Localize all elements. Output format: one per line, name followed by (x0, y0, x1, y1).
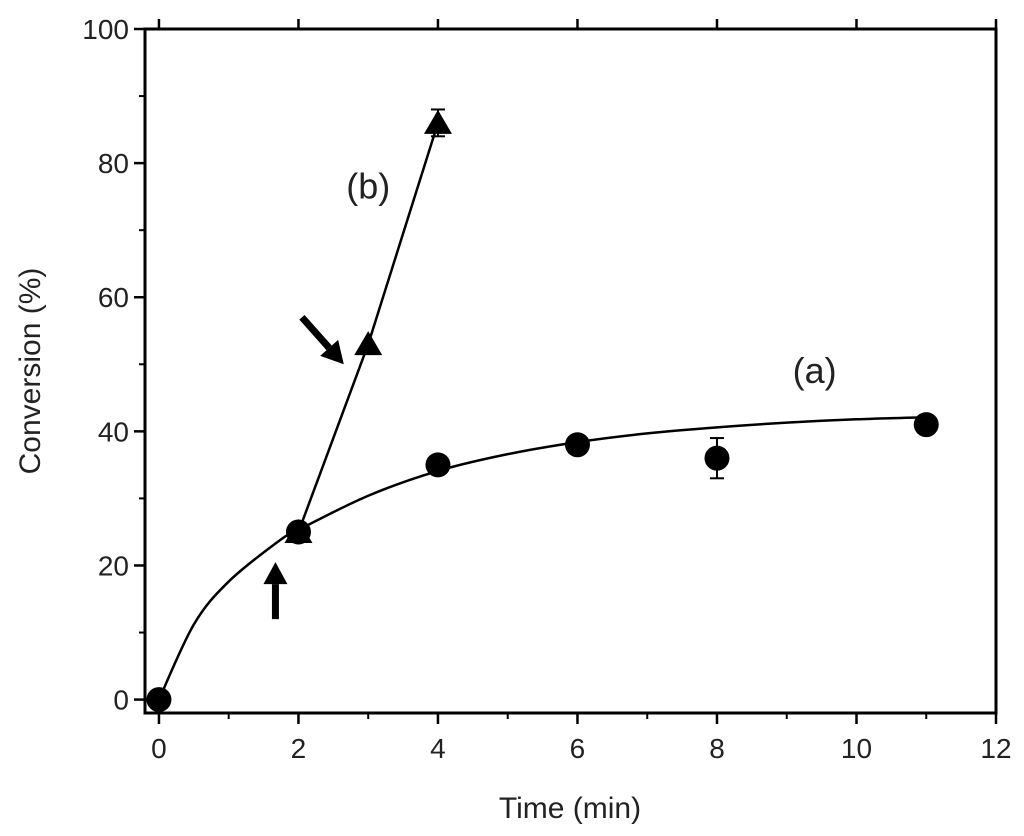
tick-labels: 0 2 4 6 8 10 12 0 20 40 60 80 100 (82, 14, 1011, 764)
circle-marker-a (704, 445, 730, 471)
triangle-marker-b (284, 518, 313, 543)
up-arrow-head (263, 562, 288, 585)
x-tick-label: 2 (291, 733, 307, 764)
down-right-arrow-head (320, 339, 344, 365)
circle-marker-a (913, 412, 939, 438)
down-right-arrow-shaft (299, 315, 332, 351)
y-tick-label: 100 (82, 14, 129, 45)
x-tick-label: 6 (570, 733, 586, 764)
x-tick-label: 12 (980, 733, 1011, 764)
x-axis-title: Time (min) (499, 792, 641, 825)
circle-marker-a (564, 432, 590, 458)
error-bars (430, 108, 724, 480)
circle-marker-a (425, 452, 451, 478)
axis-ticks (134, 19, 998, 724)
plot-frame (143, 27, 998, 715)
y-tick-label: 60 (98, 282, 129, 313)
y-tick-label: 20 (98, 550, 129, 581)
fit-curve-a (157, 416, 927, 701)
x-tick-label: 4 (430, 733, 446, 764)
circle-marker-a (146, 687, 172, 713)
y-tick-label: 80 (98, 148, 129, 179)
x-tick-label: 10 (841, 733, 872, 764)
label-b: (b) (346, 166, 390, 207)
annotation-arrows (263, 315, 344, 620)
data-markers (146, 109, 939, 713)
triangle-marker-b (354, 331, 383, 356)
x-tick-label: 8 (709, 733, 725, 764)
y-axis-title: Conversion (%) (14, 268, 47, 475)
x-tick-label: 0 (151, 733, 167, 764)
y-tick-label: 40 (98, 416, 129, 447)
triangle-marker-b (423, 109, 452, 134)
label-a: (a) (793, 350, 837, 391)
y-tick-label: 0 (113, 685, 129, 716)
